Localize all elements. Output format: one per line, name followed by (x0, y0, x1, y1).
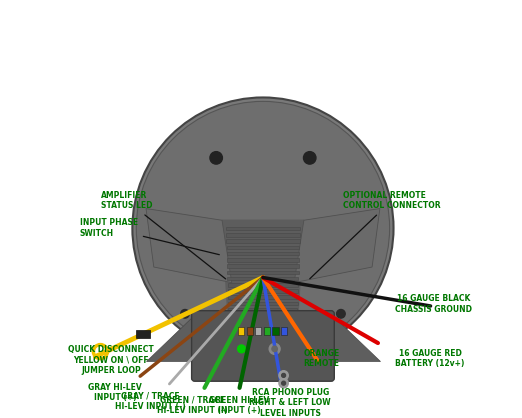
Text: 16 GAUGE BLACK
CHASSIS GROUND: 16 GAUGE BLACK CHASSIS GROUND (396, 294, 472, 314)
FancyBboxPatch shape (228, 289, 298, 293)
Polygon shape (222, 220, 304, 314)
FancyBboxPatch shape (227, 252, 299, 255)
Circle shape (133, 97, 394, 359)
Polygon shape (298, 314, 380, 361)
Circle shape (279, 379, 288, 388)
Polygon shape (146, 209, 232, 283)
FancyBboxPatch shape (228, 277, 299, 280)
Polygon shape (294, 209, 380, 283)
FancyBboxPatch shape (238, 326, 244, 335)
FancyBboxPatch shape (227, 270, 299, 274)
Text: OPTIONAL REMOTE
CONTROL CONNECTOR: OPTIONAL REMOTE CONTROL CONNECTOR (310, 191, 441, 279)
Circle shape (136, 102, 389, 355)
FancyBboxPatch shape (227, 264, 299, 268)
Circle shape (282, 381, 286, 385)
FancyBboxPatch shape (272, 326, 279, 335)
FancyBboxPatch shape (227, 240, 300, 243)
Circle shape (238, 345, 245, 353)
Circle shape (269, 344, 280, 354)
Text: INPUT PHASE
SWITCH: INPUT PHASE SWITCH (80, 218, 219, 255)
FancyBboxPatch shape (228, 302, 298, 305)
FancyBboxPatch shape (228, 283, 298, 286)
FancyBboxPatch shape (246, 326, 253, 335)
Text: QUICK DISCONNECT
YELLOW ON \ OFF
JUMPER LOOP: QUICK DISCONNECT YELLOW ON \ OFF JUMPER … (68, 345, 154, 375)
Text: GRAY / TRACE
HI-LEV INPUT (-): GRAY / TRACE HI-LEV INPUT (-) (115, 392, 185, 411)
Circle shape (210, 152, 222, 164)
Polygon shape (146, 314, 228, 361)
Circle shape (337, 309, 345, 318)
Text: AMPLIFIER
STATUS LED: AMPLIFIER STATUS LED (101, 191, 226, 279)
Circle shape (279, 371, 288, 380)
FancyBboxPatch shape (264, 326, 270, 335)
Circle shape (282, 373, 286, 377)
Text: GREEN HI-LEV
INPUT (+): GREEN HI-LEV INPUT (+) (209, 396, 270, 415)
FancyBboxPatch shape (227, 258, 299, 262)
Text: GRAY HI-LEV
INPUT (+): GRAY HI-LEV INPUT (+) (88, 383, 141, 402)
Text: RCA PHONO PLUG
RIGHT & LEFT LOW
LEVEL INPUTS: RCA PHONO PLUG RIGHT & LEFT LOW LEVEL IN… (250, 388, 331, 418)
FancyBboxPatch shape (226, 233, 300, 237)
Circle shape (181, 309, 189, 318)
FancyBboxPatch shape (227, 246, 300, 249)
FancyBboxPatch shape (281, 326, 287, 335)
FancyBboxPatch shape (255, 326, 262, 335)
Text: 16 GAUGE RED
BATTERY (12v+): 16 GAUGE RED BATTERY (12v+) (396, 349, 465, 368)
FancyBboxPatch shape (192, 311, 334, 381)
Text: ORANGE
REMOTE: ORANGE REMOTE (303, 349, 339, 368)
Text: GREEN / TRACE
HI-LEV INPUT (-): GREEN / TRACE HI-LEV INPUT (-) (158, 396, 228, 415)
Circle shape (303, 152, 316, 164)
FancyBboxPatch shape (226, 227, 300, 230)
FancyBboxPatch shape (136, 330, 150, 338)
FancyBboxPatch shape (228, 296, 298, 299)
FancyBboxPatch shape (229, 308, 298, 311)
Circle shape (272, 346, 277, 352)
